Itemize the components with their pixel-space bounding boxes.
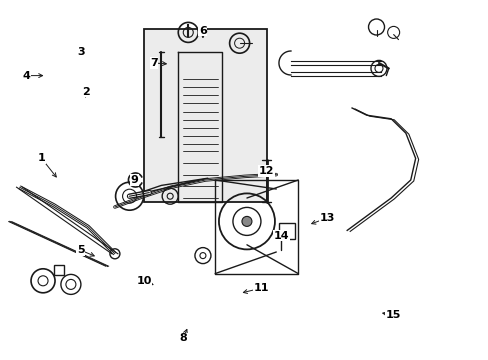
Bar	[278, 223, 294, 239]
Bar	[54, 265, 63, 275]
Text: 3: 3	[77, 47, 84, 57]
Text: 8: 8	[179, 333, 187, 343]
Text: 14: 14	[273, 231, 288, 241]
Text: 6: 6	[199, 26, 206, 36]
Circle shape	[242, 216, 251, 226]
Text: 7: 7	[150, 58, 158, 68]
Text: 10: 10	[136, 276, 152, 286]
Text: 4: 4	[23, 71, 31, 81]
Text: 11: 11	[253, 283, 269, 293]
Bar	[144, 29, 266, 202]
Text: 2: 2	[81, 87, 89, 97]
Text: 15: 15	[385, 310, 401, 320]
Text: 5: 5	[77, 245, 84, 255]
Text: 13: 13	[319, 213, 335, 223]
Text: 1: 1	[38, 153, 45, 163]
Text: 12: 12	[258, 166, 274, 176]
Text: 9: 9	[130, 175, 138, 185]
